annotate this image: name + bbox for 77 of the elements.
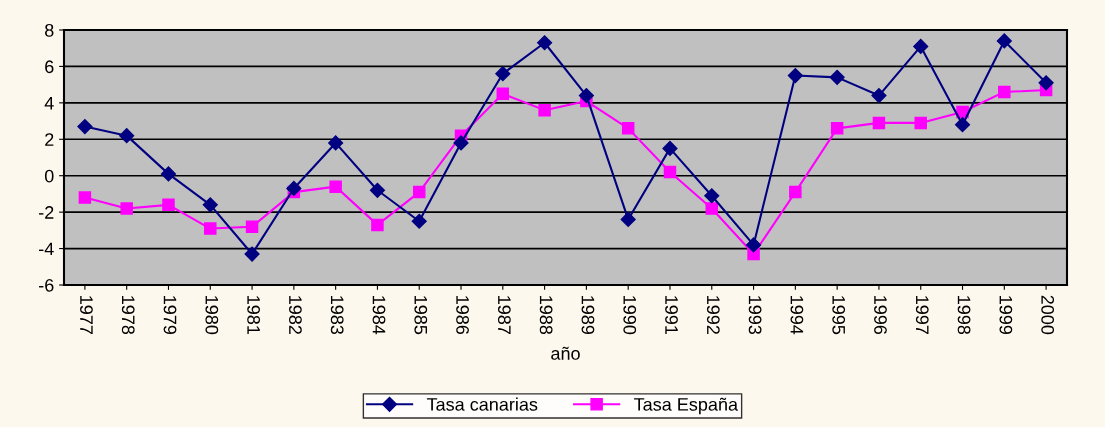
point (538, 103, 551, 117)
x-tick-label: 1998 (957, 296, 971, 335)
point (162, 198, 175, 212)
x-tick-label: 1994 (790, 296, 804, 335)
x-tick-label: 1977 (80, 296, 93, 334)
point (286, 180, 302, 197)
x-tick-label: 1979 (163, 296, 177, 335)
point (495, 66, 511, 82)
x-tick-label: 1981 (247, 296, 260, 335)
point (705, 202, 719, 215)
point (872, 116, 886, 130)
point (998, 85, 1011, 99)
y-tick-label: -2 (39, 206, 54, 219)
point (829, 69, 845, 85)
x-tick-label: 1989 (581, 296, 595, 335)
x-tick-label: 1999 (999, 296, 1013, 335)
x-tick-label: 1982 (289, 296, 302, 334)
point (578, 88, 594, 104)
point (453, 135, 469, 151)
y-tick-label: -4 (39, 242, 54, 256)
point (202, 197, 218, 213)
x-tick-label: 1980 (205, 296, 219, 335)
point (787, 67, 803, 84)
x-tick-label: 1978 (121, 296, 135, 335)
point (745, 237, 762, 253)
point (78, 191, 92, 204)
point (412, 185, 426, 199)
x-tick-label: 1992 (706, 296, 720, 334)
point (160, 166, 177, 182)
point (369, 182, 386, 198)
point (789, 185, 802, 199)
point (537, 35, 553, 51)
point (914, 116, 927, 130)
point (996, 33, 1012, 49)
legend-label: Tasa canarias (426, 397, 538, 411)
legend-label: Tasa España (634, 397, 739, 415)
x-tick-label: 1993 (748, 296, 762, 335)
point (662, 140, 678, 156)
point (244, 246, 260, 262)
point (620, 211, 636, 227)
x-tick-label: 1987 (497, 296, 511, 334)
y-tick-label: 6 (45, 60, 54, 74)
point (704, 188, 720, 204)
point (120, 202, 133, 215)
point (371, 218, 384, 232)
point (954, 117, 971, 133)
y-tick-label: 4 (44, 96, 54, 110)
point (329, 180, 342, 193)
x-tick-label: 1985 (414, 296, 428, 335)
y-tick-label: 8 (45, 23, 54, 37)
y-tick-label: -6 (39, 278, 54, 292)
point (913, 38, 929, 54)
x-tick-label: 1986 (456, 296, 469, 335)
point (245, 220, 259, 233)
x-tick-label: 1997 (915, 296, 929, 334)
x-tick-label: 1983 (330, 296, 344, 335)
point (328, 135, 344, 151)
x-tick-label: 1984 (372, 296, 386, 335)
point (77, 118, 93, 135)
x-tick-label: 1996 (874, 296, 887, 335)
point (830, 122, 844, 135)
y-tick-label: 2 (45, 133, 54, 146)
point (871, 88, 887, 104)
point (411, 213, 427, 229)
x-tick-label: 1995 (832, 296, 846, 335)
point (1038, 75, 1054, 91)
point (663, 165, 677, 179)
x-tick-label: 2000 (1041, 295, 1055, 335)
x-axis-title: año (551, 346, 580, 360)
x-tick-label: 1991 (665, 296, 678, 335)
point (119, 128, 135, 144)
point (496, 87, 510, 101)
point (621, 122, 635, 135)
point (204, 222, 217, 235)
x-tick-label: 1990 (623, 296, 637, 335)
y-tick-label: 0 (44, 169, 54, 183)
x-tick-label: 1988 (539, 296, 553, 335)
